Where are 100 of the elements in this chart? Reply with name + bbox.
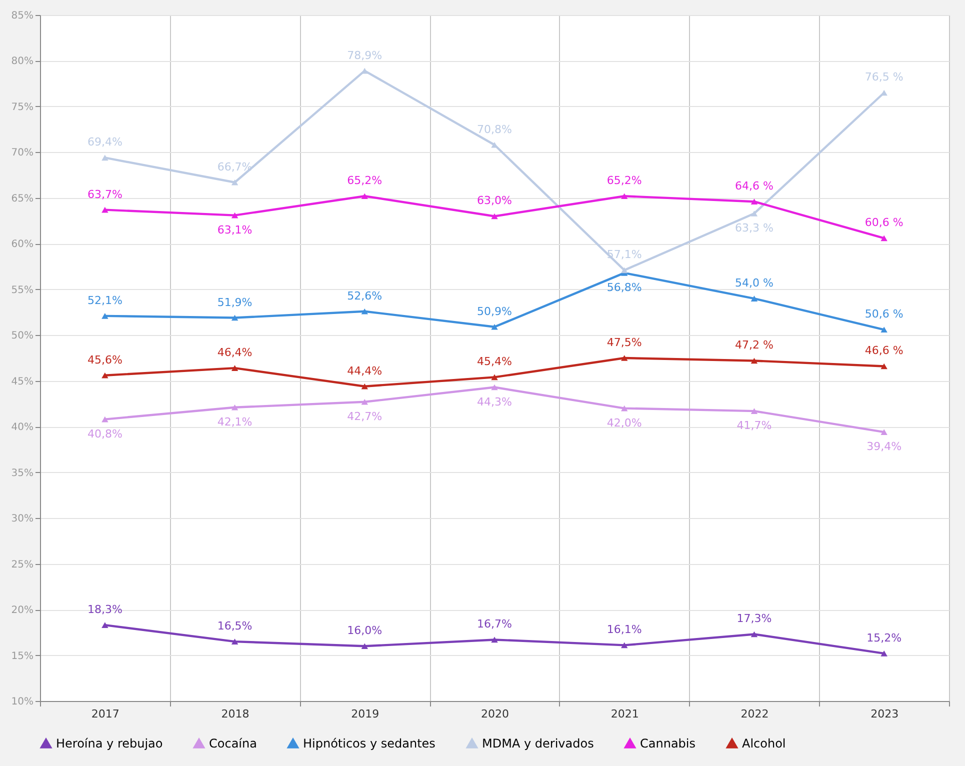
y-tick-label: 45%: [11, 376, 34, 388]
x-tick-label: 2021: [610, 708, 639, 720]
data-label: 63,7%: [87, 188, 122, 201]
x-tick-label: 2020: [481, 708, 509, 720]
x-tick-label: 2017: [91, 708, 120, 720]
y-tick-label: 10%: [11, 696, 34, 708]
point: [231, 404, 238, 410]
point: [750, 631, 758, 638]
legend-label: Alcohol: [742, 736, 786, 750]
point: [880, 235, 888, 242]
y-tick-label: 30%: [11, 514, 34, 525]
data-label: 40,8%: [87, 427, 122, 440]
point: [491, 384, 498, 390]
data-label: 50,9%: [477, 304, 512, 318]
data-label: 65,2%: [347, 174, 382, 188]
data-label: 56,8%: [606, 280, 642, 294]
x-tick-label: 2022: [740, 708, 769, 720]
point: [621, 355, 628, 361]
data-label: 64,6 %: [734, 180, 774, 193]
data-label: 16,0%: [347, 624, 382, 638]
point: [880, 650, 888, 656]
y-tick-label: 75%: [11, 102, 34, 113]
data-label: 54,0 %: [734, 276, 774, 290]
x-tick-label: 2023: [870, 708, 899, 720]
point: [621, 193, 628, 200]
point: [361, 643, 368, 650]
y-tick-label: 25%: [11, 559, 34, 570]
point: [750, 210, 758, 216]
point: [231, 314, 238, 321]
data-label: 47,2 %: [734, 338, 774, 352]
y-tick-label: 15%: [11, 650, 34, 662]
point: [621, 267, 628, 274]
x-tick-label: 2019: [351, 708, 380, 720]
data-label: 47,5%: [606, 336, 642, 349]
y-tick-label: 50%: [11, 330, 34, 342]
legend-label: MDMA y derivados: [482, 736, 594, 750]
point: [102, 416, 108, 422]
data-label: 16,5%: [217, 620, 252, 633]
point: [361, 193, 368, 200]
point: [231, 365, 238, 371]
data-label: 57,1%: [606, 248, 642, 262]
y-tick-label: 80%: [11, 56, 34, 68]
point: [102, 313, 108, 319]
point: [491, 374, 498, 380]
data-label: 65,2%: [606, 174, 642, 188]
point: [231, 638, 238, 644]
data-label: 15,2%: [866, 631, 902, 644]
data-label: 18,3%: [87, 603, 122, 616]
point: [231, 212, 238, 218]
data-label: 41,7%: [736, 419, 772, 432]
legend-label: Cannabis: [640, 736, 696, 750]
data-label: 16,7%: [477, 618, 512, 631]
point: [231, 179, 238, 186]
point: [102, 372, 108, 378]
point: [880, 429, 888, 435]
point: [102, 206, 108, 213]
data-label: 45,6%: [87, 353, 122, 366]
point: [621, 642, 628, 648]
point: [361, 383, 368, 390]
point: [750, 358, 758, 364]
point: [750, 198, 758, 204]
data-label: 46,4%: [217, 346, 252, 360]
point: [491, 213, 498, 220]
point: [102, 622, 108, 628]
x-tick-label: 2018: [221, 708, 250, 720]
data-label: 52,1%: [87, 294, 122, 307]
legend-label: Hipnóticos y sedantes: [303, 736, 436, 750]
legend-label: Heroína y rebujao: [56, 736, 163, 750]
point: [880, 326, 888, 333]
data-label: 76,5 %: [864, 70, 904, 84]
data-label: 63,1%: [217, 223, 252, 236]
y-tick-label: 20%: [11, 605, 34, 616]
point: [750, 296, 758, 302]
data-label: 44,3%: [477, 395, 512, 408]
data-label: 63,3 %: [734, 221, 774, 234]
data-label: 45,4%: [477, 355, 512, 368]
point: [361, 399, 368, 405]
point: [621, 405, 628, 412]
point: [880, 363, 888, 370]
data-label: 42,0%: [606, 416, 642, 430]
y-tick-label: 65%: [11, 193, 34, 204]
data-label: 52,6%: [347, 289, 382, 302]
data-label: 46,6 %: [864, 344, 904, 358]
point: [491, 636, 498, 643]
data-label: 44,4%: [347, 364, 382, 378]
data-label: 17,3%: [736, 612, 772, 626]
data-label: 16,1%: [606, 623, 642, 636]
y-tick-label: 85%: [11, 10, 34, 22]
point: [750, 408, 758, 414]
point: [102, 154, 108, 161]
point: [361, 308, 368, 314]
data-label: 63,0%: [477, 194, 512, 208]
data-label: 60,6 %: [864, 216, 904, 230]
legend-label: Cocaína: [209, 736, 257, 750]
y-tick-label: 60%: [11, 239, 34, 250]
y-tick-label: 35%: [11, 468, 34, 479]
point: [491, 324, 498, 330]
y-tick-label: 70%: [11, 148, 34, 159]
y-tick-label: 40%: [11, 422, 34, 434]
data-label: 69,4%: [87, 136, 122, 149]
